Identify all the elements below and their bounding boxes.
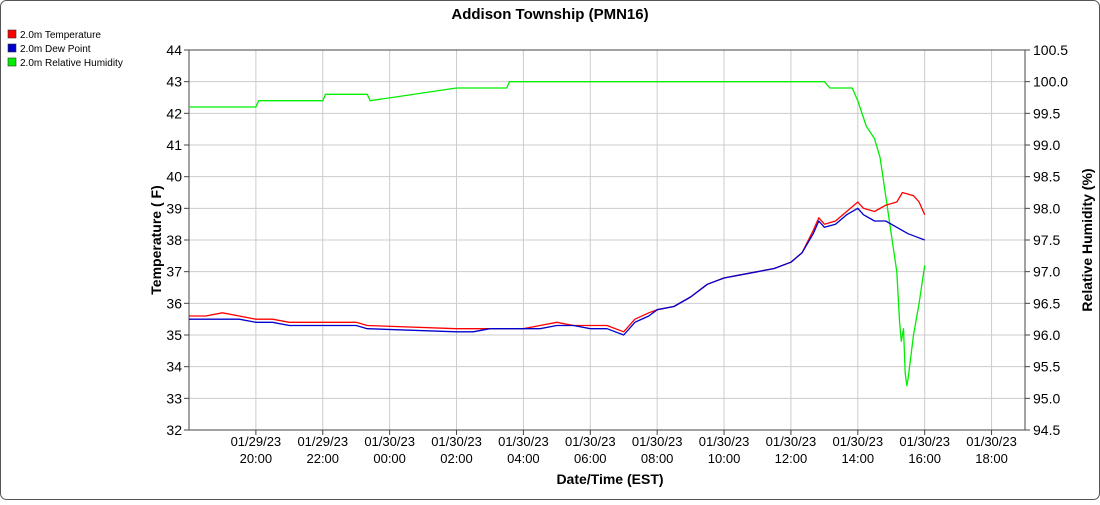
- x-tick-label-date: 01/30/23: [966, 434, 1017, 449]
- x-tick-label-time: 10:00: [708, 451, 741, 466]
- y-tick-label-right: 95.0: [1033, 390, 1060, 406]
- x-tick-label-date: 01/30/23: [431, 434, 482, 449]
- legend-label-2-0m-dew-point: 2.0m Dew Point: [20, 44, 91, 55]
- y-tick-label-right: 94.5: [1033, 422, 1060, 438]
- y-tick-label-left: 33: [166, 390, 182, 406]
- y-tick-label-right: 96.0: [1033, 327, 1060, 343]
- y-tick-label-left: 38: [166, 232, 182, 248]
- legend-label-2-0m-temperature: 2.0m Temperature: [20, 30, 101, 41]
- series-layer: [189, 81, 926, 387]
- y-tick-label-right: 97.5: [1033, 232, 1060, 248]
- x-tick-label-time: 20:00: [240, 451, 273, 466]
- legend-label-2-0m-relative-humidity: 2.0m Relative Humidity: [20, 58, 123, 69]
- x-tick-label-time: 22:00: [306, 451, 339, 466]
- x-tick-label-date: 01/30/23: [364, 434, 415, 449]
- x-tick-label-date: 01/30/23: [832, 434, 883, 449]
- y-tick-label-right: 99.5: [1033, 105, 1060, 121]
- y-tick-label-left: 37: [166, 264, 182, 280]
- y-axis-right: 94.5 95.0 95.5 96.0 96.5 97.0 97.5 98.0 98.5 99.0…: [1025, 42, 1068, 438]
- y-tick-label-left: 34: [166, 359, 182, 375]
- y-tick-label-left: 40: [166, 169, 182, 185]
- y-tick-label-right: 100.0: [1033, 74, 1068, 90]
- y-axis-left-label: Temperature ( F): [148, 185, 164, 294]
- legend-swatch-2-0m-temperature: [7, 29, 17, 39]
- legend-swatch-2-0m-relative-humidity: [7, 57, 17, 67]
- x-tick-label-time: 12:00: [775, 451, 808, 466]
- x-axis-label: Date/Time (EST): [556, 471, 663, 487]
- legend: 2.0m Temperature 2.0m Dew Point 2.0m Relat…: [7, 29, 123, 69]
- x-tick-label-time: 08:00: [641, 451, 674, 466]
- y-tick-label-right: 98.0: [1033, 200, 1060, 216]
- x-tick-label-time: 02:00: [440, 451, 473, 466]
- y-tick-label-left: 32: [166, 422, 182, 438]
- y-tick-label-right: 97.0: [1033, 264, 1060, 280]
- series-line-2-0m-temperature: [189, 191, 926, 333]
- x-tick-label-time: 06:00: [574, 451, 607, 466]
- y-tick-label-left: 39: [166, 200, 182, 216]
- y-tick-label-right: 95.5: [1033, 359, 1060, 375]
- y-tick-label-right: 99.0: [1033, 137, 1060, 153]
- series-line-2-0m-relative-humidity: [189, 81, 926, 387]
- x-tick-label-time: 14:00: [842, 451, 875, 466]
- x-tick-label-time: 00:00: [373, 451, 406, 466]
- y-axis-right-label: Relative Humidity (%): [1079, 168, 1095, 311]
- y-axis-left: 32 33 34 35 36 37 38 39 40 41 42 43 44: [166, 42, 189, 438]
- x-tick-label-date: 01/30/23: [498, 434, 549, 449]
- x-tick-label-date: 01/30/23: [565, 434, 616, 449]
- y-tick-label-left: 43: [166, 74, 182, 90]
- y-tick-label-left: 41: [166, 137, 182, 153]
- x-tick-label-date: 01/29/23: [231, 434, 282, 449]
- legend-swatch-2-0m-dew-point: [7, 43, 17, 53]
- x-tick-label-date: 01/30/23: [899, 434, 950, 449]
- x-tick-label-date: 01/29/23: [297, 434, 348, 449]
- x-tick-label-date: 01/30/23: [766, 434, 817, 449]
- y-tick-label-left: 42: [166, 105, 182, 121]
- y-tick-label-left: 35: [166, 327, 182, 343]
- x-tick-label-date: 01/30/23: [699, 434, 750, 449]
- x-axis: 01/29/23 20:00 01/29/23 22:00 01/30/23 00:00 0…: [231, 430, 1017, 466]
- y-tick-label-right: 98.5: [1033, 169, 1060, 185]
- y-tick-label-right: 100.5: [1033, 42, 1068, 58]
- x-tick-label-date: 01/30/23: [632, 434, 683, 449]
- chart-title: Addison Township (PMN16): [451, 6, 648, 23]
- series-line-2-0m-dew-point: [189, 207, 925, 336]
- x-tick-label-time: 04:00: [507, 451, 540, 466]
- y-tick-label-left: 44: [166, 42, 182, 58]
- y-tick-label-right: 96.5: [1033, 295, 1060, 311]
- y-tick-label-left: 36: [166, 295, 182, 311]
- x-tick-label-time: 16:00: [908, 451, 941, 466]
- x-tick-label-time: 18:00: [975, 451, 1008, 466]
